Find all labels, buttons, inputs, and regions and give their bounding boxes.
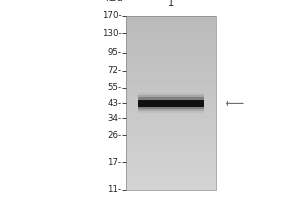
Bar	[138, 95, 204, 111]
Bar	[126, 16, 216, 190]
Text: kDa: kDa	[105, 0, 123, 3]
Text: 170-: 170-	[102, 11, 121, 21]
Text: 1: 1	[168, 0, 174, 8]
Text: 130-: 130-	[102, 29, 121, 38]
Bar	[138, 100, 204, 107]
Text: 43-: 43-	[107, 99, 121, 108]
Bar	[138, 93, 204, 113]
Text: 26-: 26-	[107, 131, 121, 140]
Text: 95-: 95-	[107, 48, 121, 57]
Text: 72-: 72-	[107, 66, 121, 75]
Text: 34-: 34-	[107, 114, 121, 123]
Text: 55-: 55-	[107, 83, 121, 92]
Bar	[138, 97, 204, 109]
Text: 17-: 17-	[107, 158, 121, 167]
Text: 11-: 11-	[107, 186, 121, 194]
